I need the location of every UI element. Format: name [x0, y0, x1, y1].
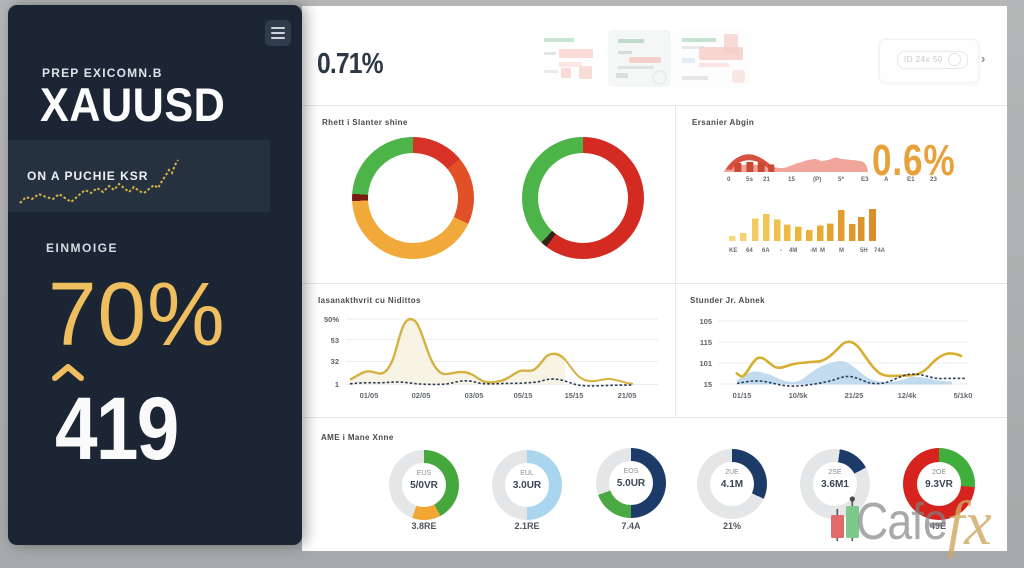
svg-text:02/05: 02/05 — [412, 391, 431, 400]
svg-text:01/15: 01/15 — [733, 391, 752, 400]
svg-text:50%: 50% — [324, 315, 339, 324]
svg-text:05/15: 05/15 — [514, 391, 533, 400]
svg-text:6A: 6A — [762, 248, 770, 254]
svg-text:(P): (P) — [813, 176, 821, 183]
svg-text:10/5k: 10/5k — [789, 391, 809, 400]
svg-text:21/05: 21/05 — [618, 391, 637, 400]
svg-text:03/05: 03/05 — [465, 391, 484, 400]
svg-text:5*: 5* — [838, 176, 844, 183]
svg-text:E3: E3 — [861, 176, 869, 183]
svg-text:M: M — [820, 248, 825, 254]
svg-text:A: A — [884, 176, 889, 183]
svg-text:4M: 4M — [789, 248, 797, 254]
svg-text:0: 0 — [727, 176, 731, 183]
svg-text:74A: 74A — [874, 248, 886, 254]
svg-text:M: M — [839, 248, 844, 254]
svg-text:21/25: 21/25 — [845, 391, 864, 400]
svg-text:21: 21 — [763, 176, 770, 183]
svg-text:5/1k0: 5/1k0 — [954, 391, 973, 400]
svg-text:KE: KE — [729, 248, 737, 254]
svg-text:-: - — [780, 248, 782, 254]
svg-text:15: 15 — [704, 380, 712, 389]
svg-text:5H: 5H — [860, 248, 868, 254]
svg-text:5s: 5s — [746, 176, 753, 183]
svg-text:23: 23 — [930, 176, 937, 183]
svg-text:101: 101 — [699, 359, 712, 368]
svg-text:1: 1 — [335, 380, 339, 389]
svg-text:32: 32 — [331, 357, 339, 366]
svg-text:105: 105 — [699, 317, 712, 326]
svg-text:53: 53 — [331, 336, 339, 345]
svg-text:-M: -M — [810, 248, 817, 254]
svg-text:01/05: 01/05 — [360, 391, 379, 400]
svg-text:12/4k: 12/4k — [898, 391, 918, 400]
svg-text:E1: E1 — [907, 176, 915, 183]
svg-text:15/15: 15/15 — [565, 391, 584, 400]
svg-text:64: 64 — [746, 248, 753, 254]
svg-text:115: 115 — [700, 338, 712, 347]
svg-text:15: 15 — [788, 176, 795, 183]
